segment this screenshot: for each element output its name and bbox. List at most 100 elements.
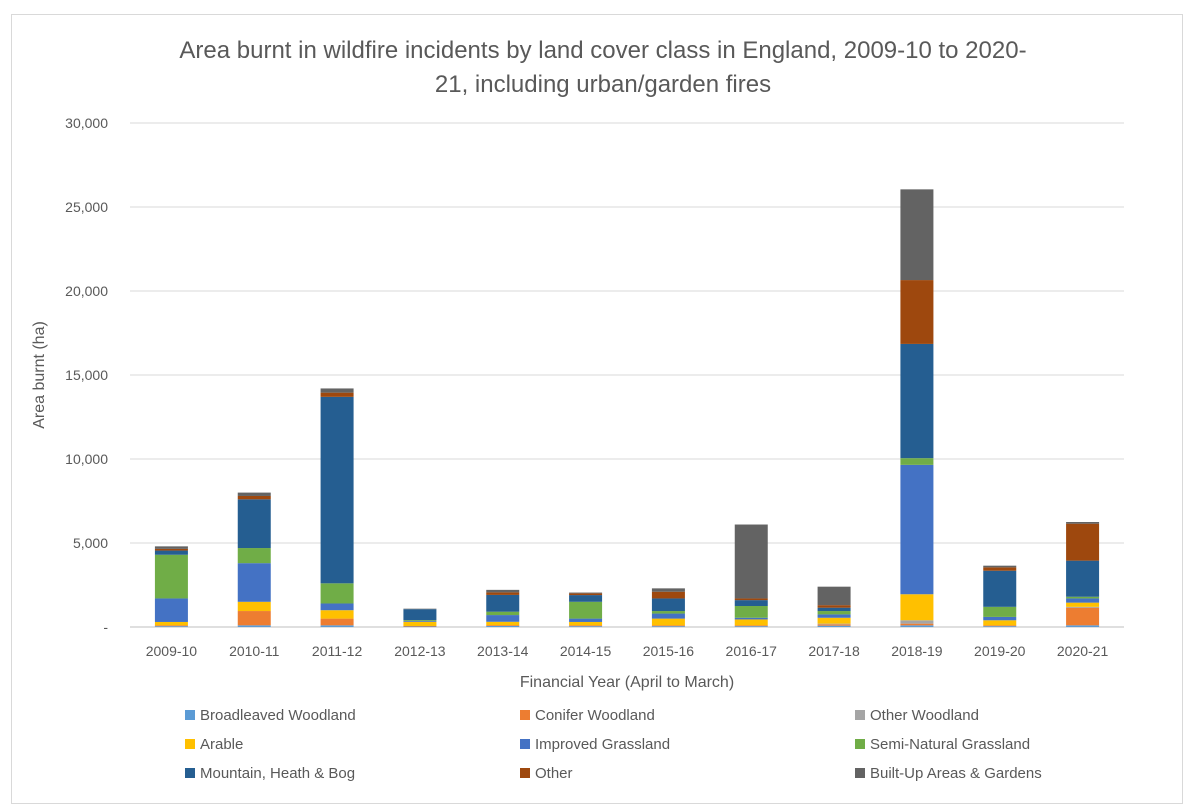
- legend-label: Conifer Woodland: [535, 707, 655, 724]
- x-tick-label: 2013-14: [477, 643, 529, 659]
- chart-title-line-2: 21, including urban/garden fires: [435, 71, 771, 98]
- bar-segment: [320, 610, 354, 619]
- bar-segment: [569, 601, 603, 619]
- legend-label: Built-Up Areas & Gardens: [870, 765, 1042, 782]
- legend-swatch: [185, 710, 195, 720]
- bar-segment: [569, 625, 603, 627]
- legend-label: Improved Grassland: [535, 736, 670, 753]
- bars: [154, 189, 1100, 627]
- bar-segment: [900, 625, 934, 627]
- bar-segment: [983, 565, 1017, 568]
- bar-segment: [817, 607, 851, 612]
- bar-segment: [237, 548, 271, 564]
- bar-segment: [900, 620, 934, 624]
- y-tick-label: 10,000: [65, 451, 108, 467]
- bar-segment: [486, 625, 520, 626]
- x-tick-label: 2020-21: [1057, 643, 1109, 659]
- bar-segment: [320, 618, 354, 626]
- bar-segment: [983, 626, 1017, 627]
- bar-segment: [154, 548, 188, 551]
- bar-segment: [817, 617, 851, 624]
- bar-segment: [154, 626, 188, 627]
- x-tick-label: 2015-16: [643, 643, 695, 659]
- x-tick-label: 2019-20: [974, 643, 1026, 659]
- y-tick-labels: - 5,000 10,000 15,000 20,000 25,000 30,000: [65, 115, 108, 635]
- bar-segment: [817, 625, 851, 627]
- bar-segment: [154, 550, 188, 555]
- x-tick-label: 2014-15: [560, 643, 612, 659]
- bar-segment: [486, 594, 520, 612]
- bar-segment: [569, 593, 603, 596]
- bar-segment: [734, 606, 768, 618]
- bar-segment: [983, 620, 1017, 626]
- bar-segment: [154, 546, 188, 549]
- bar-segment: [403, 620, 437, 622]
- legend-label: Broadleaved Woodland: [200, 707, 356, 724]
- legend-label: Other: [535, 765, 573, 782]
- bar-segment: [983, 606, 1017, 617]
- bar-segment: [983, 570, 1017, 607]
- legend-label: Other Woodland: [870, 707, 979, 724]
- bar-segment: [651, 598, 685, 612]
- bar-segment: [817, 614, 851, 618]
- bar-segment: [320, 625, 354, 627]
- bar-segment: [569, 621, 603, 626]
- bar-segment: [1066, 602, 1100, 607]
- x-tick-label: 2012-13: [394, 643, 446, 659]
- bar-segment: [403, 609, 437, 621]
- bar-segment: [320, 396, 354, 584]
- bar-segment: [320, 392, 354, 397]
- bar-segment: [651, 588, 685, 592]
- legend: Broadleaved Woodland Conifer Woodland Othe…: [185, 707, 1042, 782]
- bar-segment: [486, 611, 520, 616]
- bar-segment: [900, 623, 934, 626]
- bar-segment: [237, 492, 271, 496]
- bar-segment: [237, 495, 271, 500]
- bar-segment: [1066, 625, 1100, 627]
- bar-segment: [569, 626, 603, 627]
- legend-swatch: [855, 710, 865, 720]
- bar-segment: [1066, 560, 1100, 597]
- bar-segment: [900, 189, 934, 281]
- bar-segment: [403, 626, 437, 627]
- bar-segment: [817, 611, 851, 615]
- x-tick-label: 2018-19: [891, 643, 943, 659]
- y-tick-label: 20,000: [65, 283, 108, 299]
- legend-swatch: [520, 739, 530, 749]
- gridlines: [130, 122, 1124, 628]
- bar-segment: [237, 499, 271, 549]
- y-tick-label: 15,000: [65, 367, 108, 383]
- x-tick-label: 2017-18: [808, 643, 860, 659]
- bar-segment: [237, 611, 271, 626]
- y-tick-label: 25,000: [65, 199, 108, 215]
- bar-segment: [651, 618, 685, 626]
- legend-swatch: [855, 768, 865, 778]
- x-tick-label: 2016-17: [726, 643, 778, 659]
- legend-swatch: [520, 768, 530, 778]
- bar-segment: [486, 592, 520, 595]
- bar-segment: [651, 625, 685, 627]
- bar-segment: [983, 616, 1017, 621]
- bar-segment: [403, 620, 437, 621]
- bar-segment: [1066, 523, 1100, 561]
- bar-segment: [734, 617, 768, 620]
- bar-segment: [320, 583, 354, 604]
- bar-segment: [403, 625, 437, 627]
- bar-segment: [817, 623, 851, 625]
- chart-frame: [11, 14, 1183, 804]
- bar-segment: [403, 608, 437, 610]
- x-tick-label: 2010-11: [229, 643, 280, 659]
- y-tick-label: 5,000: [73, 535, 108, 551]
- bar-segment: [237, 601, 271, 612]
- legend-swatch: [185, 768, 195, 778]
- bar-segment: [734, 524, 768, 599]
- bar-segment: [651, 591, 685, 599]
- bar-segment: [1066, 522, 1100, 524]
- bar-segment: [734, 626, 768, 627]
- bar-segment: [486, 589, 520, 593]
- bar-segment: [320, 388, 354, 393]
- y-tick-label: -: [103, 619, 108, 635]
- bar-segment: [1066, 606, 1100, 608]
- bar-segment: [154, 625, 188, 627]
